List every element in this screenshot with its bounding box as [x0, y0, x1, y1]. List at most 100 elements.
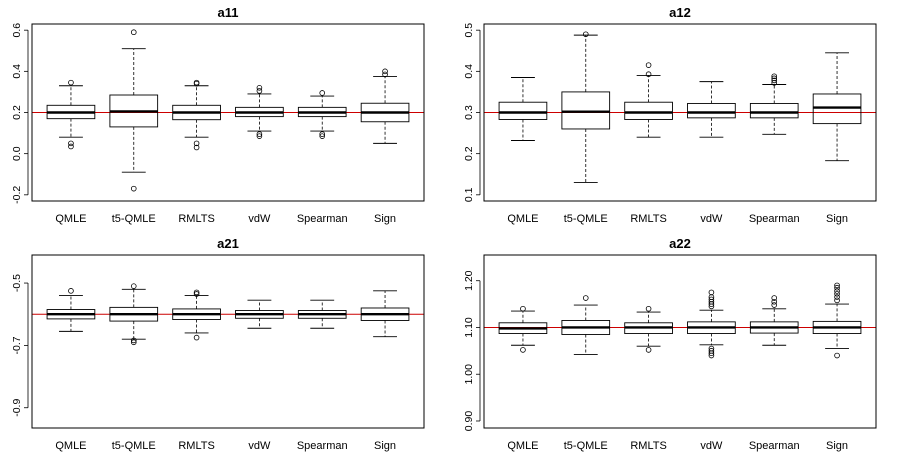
x-tick-label: RMLTS [630, 440, 666, 452]
outlier-point [834, 284, 840, 291]
outlier-point [834, 297, 840, 304]
outlier-point [771, 298, 778, 305]
box-RMLTS [172, 79, 221, 151]
outlier-point [68, 288, 74, 294]
x-tick-label: Sign [826, 213, 848, 225]
y-tick-label: -0.2 [11, 186, 23, 204]
outlier-point [771, 77, 778, 84]
panel-a11: a11 -0.2 0.0 0.2 0.4 0.6 QMLE t5-QMLE RMLTS vdW Sp… [11, 5, 425, 225]
box-Spearman [749, 295, 799, 346]
y-tick-label: 0.6 [11, 23, 23, 38]
y-tick-label: -0.9 [11, 399, 23, 417]
x-tick-label: Spearman [297, 213, 348, 225]
y-tick-label: -0.5 [11, 274, 23, 292]
outlier-point [834, 291, 840, 297]
y-tick-label: 1.20 [463, 270, 475, 291]
outlier-point [708, 345, 715, 352]
x-tick-label: t5-QMLE [112, 440, 156, 452]
plot-frame [483, 23, 877, 202]
outlier-point [520, 305, 526, 312]
y-tick-label: 0.4 [11, 64, 23, 79]
box-body [561, 91, 611, 130]
outlier-point [193, 291, 200, 297]
box-body [749, 102, 799, 119]
box-body [687, 102, 736, 119]
outlier-point [645, 347, 652, 353]
plot-frame [31, 254, 425, 429]
outlier-point [834, 288, 840, 294]
outlier-point [319, 133, 326, 139]
outlier-point [582, 31, 589, 38]
x-tick-label: RMLTS [178, 213, 214, 225]
outlier-point [382, 68, 388, 75]
box-t5-QMLE [561, 295, 611, 356]
box-vdW [235, 299, 284, 329]
y-tick-label: 0.5 [463, 23, 475, 38]
panel-a21: a21 -0.9 -0.7 -0.5 QMLE t5-QMLE RMLTS vdW Spearm… [11, 236, 425, 452]
box-t5-QMLE [561, 31, 611, 183]
outlier-point [130, 185, 137, 192]
x-tick-label: Sign [826, 440, 848, 452]
x-tick-label: t5-QMLE [564, 440, 608, 452]
x-tick-label: vdW [248, 440, 271, 452]
outlier-point [193, 334, 200, 341]
x-tick-label: Spearman [749, 440, 800, 452]
box-t5-QMLE [109, 283, 159, 346]
outlier-point [256, 133, 263, 139]
x-tick-label: RMLTS [178, 440, 214, 452]
outlier-point [256, 88, 263, 94]
x-tick-label: Sign [374, 213, 396, 225]
box-Spearman [749, 73, 799, 135]
outlier-point [834, 352, 840, 359]
y-tick-label: 1.00 [463, 364, 475, 385]
chart-title: a22 [669, 236, 691, 251]
box-vdW [687, 81, 736, 138]
outlier-point [68, 140, 74, 147]
box-t5-QMLE [109, 29, 159, 192]
panel-a22: a22 0.90 1.00 1.10 1.20 QMLE t5-QMLE RMLTS vdW Sp… [463, 236, 877, 452]
box-RMLTS [172, 289, 221, 341]
y-tick-label: 0.0 [11, 146, 23, 161]
outlier-point [771, 302, 778, 308]
outlier-point [193, 289, 200, 296]
box-QMLE [498, 305, 548, 353]
box-Sign [360, 290, 410, 338]
x-tick-label: Spearman [749, 213, 800, 225]
y-tick-label: 0.90 [463, 411, 475, 432]
box-QMLE [498, 77, 548, 141]
x-tick-label: RMLTS [630, 213, 666, 225]
box-body [624, 101, 673, 120]
x-tick-label: QMLE [507, 440, 538, 452]
outlier-point [771, 73, 778, 80]
outlier-point [645, 71, 652, 78]
x-tick-label: t5-QMLE [112, 213, 156, 225]
box-Sign [812, 282, 862, 359]
x-tick-label: vdW [700, 440, 723, 452]
y-tick-label: 0.4 [463, 64, 475, 79]
box-RMLTS [624, 305, 673, 353]
chart-title: a12 [669, 5, 691, 20]
outlier-point [708, 296, 715, 303]
outlier-point [130, 337, 137, 344]
box-QMLE [46, 288, 96, 332]
box-RMLTS [624, 62, 673, 138]
box-QMLE [46, 79, 96, 150]
outlier-point [582, 295, 589, 301]
box-Sign [812, 52, 862, 162]
outlier-point [193, 140, 200, 147]
box-Spearman [297, 90, 347, 139]
outlier-point [645, 305, 652, 312]
y-tick-label: 1.10 [463, 317, 475, 338]
box-vdW [235, 85, 284, 139]
outlier-point [382, 71, 388, 78]
box-body [812, 93, 862, 125]
y-tick-label: 0.2 [11, 105, 23, 120]
x-tick-label: Sign [374, 440, 396, 452]
x-tick-label: QMLE [507, 213, 538, 225]
outlier-point [645, 62, 652, 68]
y-tick-label: 0.2 [463, 146, 475, 161]
outlier-point [319, 90, 326, 96]
outlier-point [68, 143, 74, 150]
outlier-point [319, 131, 326, 137]
